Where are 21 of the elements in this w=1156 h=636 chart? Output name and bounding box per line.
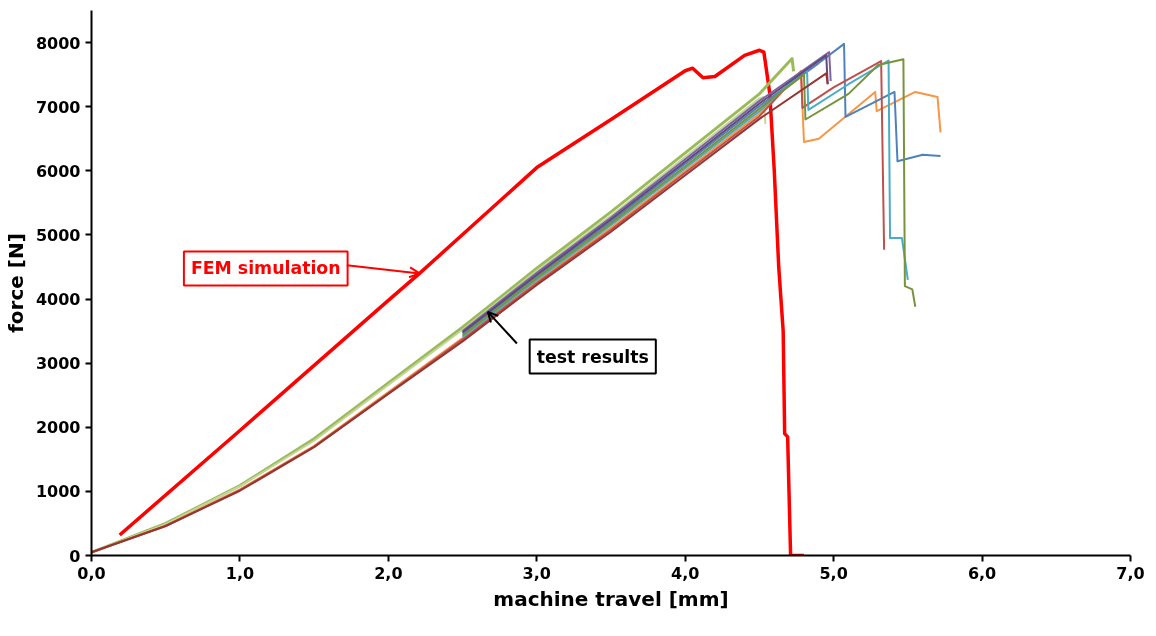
y-tick-label: 1000 xyxy=(35,482,81,502)
y-axis-title: force [N] xyxy=(3,233,28,333)
x-tick-label: 2,0 xyxy=(374,563,403,583)
x-tick-label: 6,0 xyxy=(967,563,997,583)
y-tick-label: 0 xyxy=(69,546,81,566)
x-axis-title: machine travel [mm] xyxy=(493,586,729,611)
y-tick-label: 4000 xyxy=(35,290,81,310)
x-tick-label: 4,0 xyxy=(671,563,700,583)
annotation: FEM simulation xyxy=(190,258,341,279)
y-tick-label: 2000 xyxy=(35,418,81,438)
y-tick-label: 5000 xyxy=(35,225,81,245)
y-tick-label: 8000 xyxy=(35,33,81,53)
annotation: test results xyxy=(536,346,649,367)
x-tick-label: 5,0 xyxy=(819,563,848,583)
y-tick-label: 7000 xyxy=(35,97,81,117)
x-tick-label: 7,0 xyxy=(1116,563,1145,583)
y-tick-label: 6000 xyxy=(35,161,81,181)
x-tick-label: 1,0 xyxy=(225,563,255,583)
x-tick-label: 3,0 xyxy=(522,563,551,583)
x-tick-label: 0,0 xyxy=(77,563,106,583)
y-tick-label: 3000 xyxy=(35,354,81,374)
